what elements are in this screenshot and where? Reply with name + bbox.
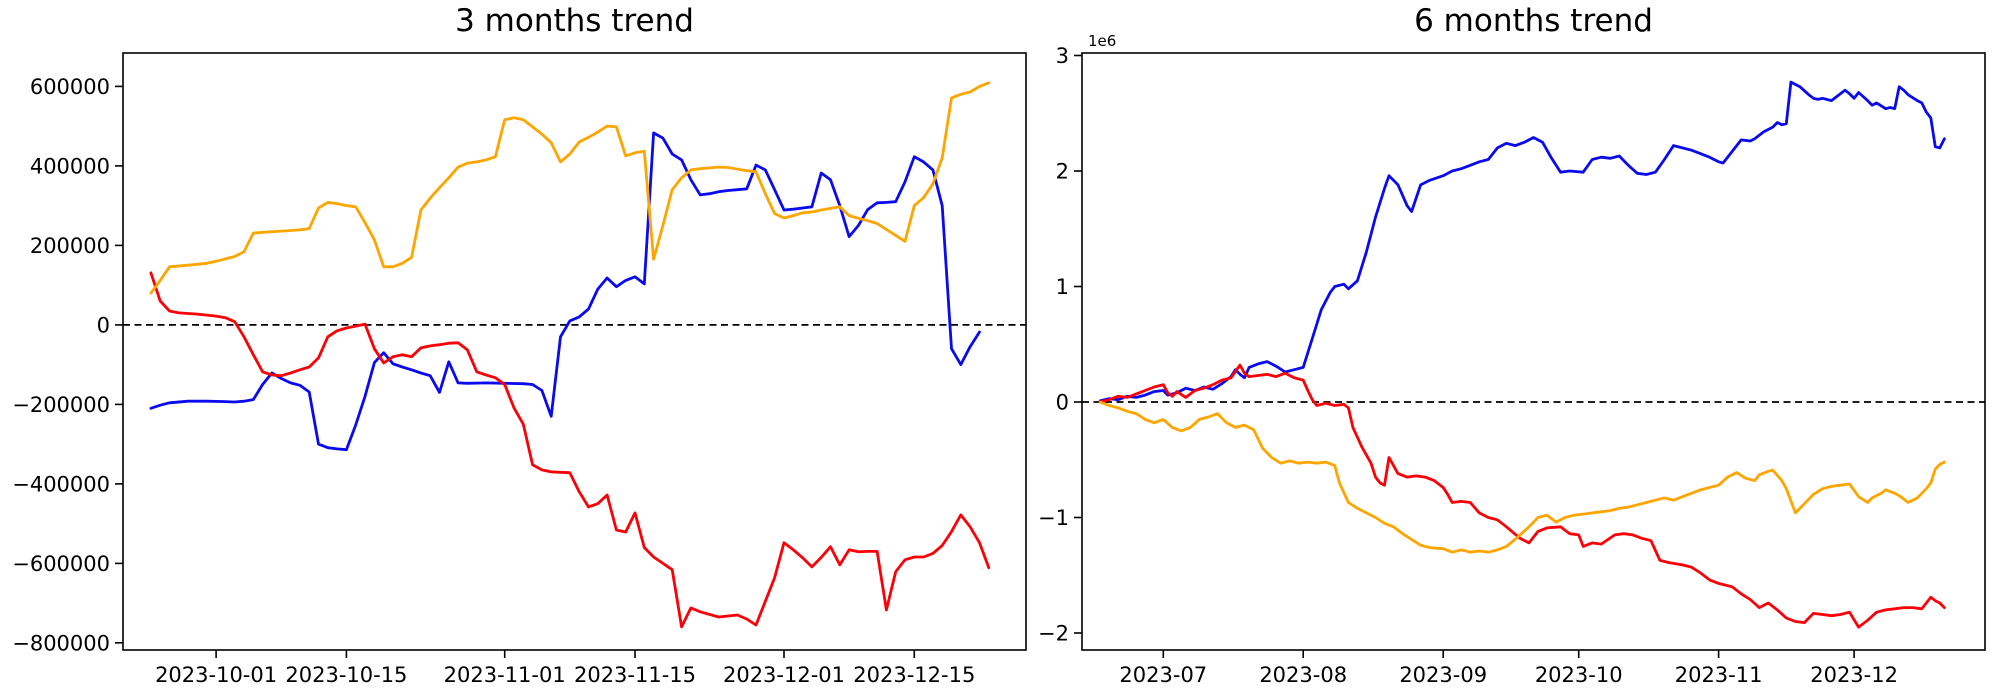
series-line-red [1098, 363, 1946, 629]
y-tick-label: 600000 [30, 75, 110, 99]
axes-frame [122, 52, 1027, 651]
axes-frame [1081, 52, 1986, 651]
series-line-orange [149, 81, 991, 295]
y-tick-label: −1 [1038, 506, 1069, 530]
series-line-blue [1098, 80, 1946, 403]
y-tick-label: −2 [1038, 622, 1069, 646]
y-tick-label: −400000 [12, 472, 110, 496]
x-tick-label: 2023-11-01 [444, 663, 566, 687]
chart-title-6-months: 6 months trend [1414, 3, 1653, 39]
chart-6-months: 3 2 1 0 −1 −2 2023-07 2023-08 2023-09 2023-10 2023… [1038, 32, 1986, 687]
x-tick-label: 2023-10-01 [155, 663, 277, 687]
x-tick-label: 2023-11-15 [574, 663, 696, 687]
chart-title-3-months: 3 months trend [455, 3, 694, 39]
y-tick-label: −600000 [12, 552, 110, 576]
y-tick-label: 0 [1056, 391, 1069, 415]
series-line-orange [1098, 400, 1946, 554]
x-tick-label: 2023-12-01 [723, 663, 845, 687]
x-tick-label: 2023-12-15 [853, 663, 975, 687]
x-tick-label: 2023-10-15 [285, 663, 407, 687]
x-tick-label: 2023-10 [1535, 663, 1623, 687]
x-tick-label: 2023-08 [1259, 663, 1347, 687]
y-tick-label: 1 [1056, 275, 1069, 299]
y-tick-label: 0 [97, 313, 110, 337]
y-tick-label: −200000 [12, 393, 110, 417]
series-line-red [149, 271, 991, 629]
y-axis-offset-label: 1e6 [1088, 32, 1116, 50]
y-tick-label: 200000 [30, 234, 110, 258]
y-tick-label: −800000 [12, 631, 110, 655]
x-tick-label: 2023-12 [1810, 663, 1898, 687]
y-tick-label: 2 [1056, 160, 1069, 184]
y-tick-label: 400000 [30, 154, 110, 178]
x-tick-label: 2023-11 [1675, 663, 1763, 687]
y-tick-label: 3 [1056, 44, 1069, 68]
x-tick-label: 2023-07 [1119, 663, 1207, 687]
series-line-blue [149, 131, 981, 452]
chart-3-months: 600000 400000 200000 0 −200000 −400000 −600000… [12, 52, 1027, 687]
x-tick-label: 2023-09 [1399, 663, 1487, 687]
